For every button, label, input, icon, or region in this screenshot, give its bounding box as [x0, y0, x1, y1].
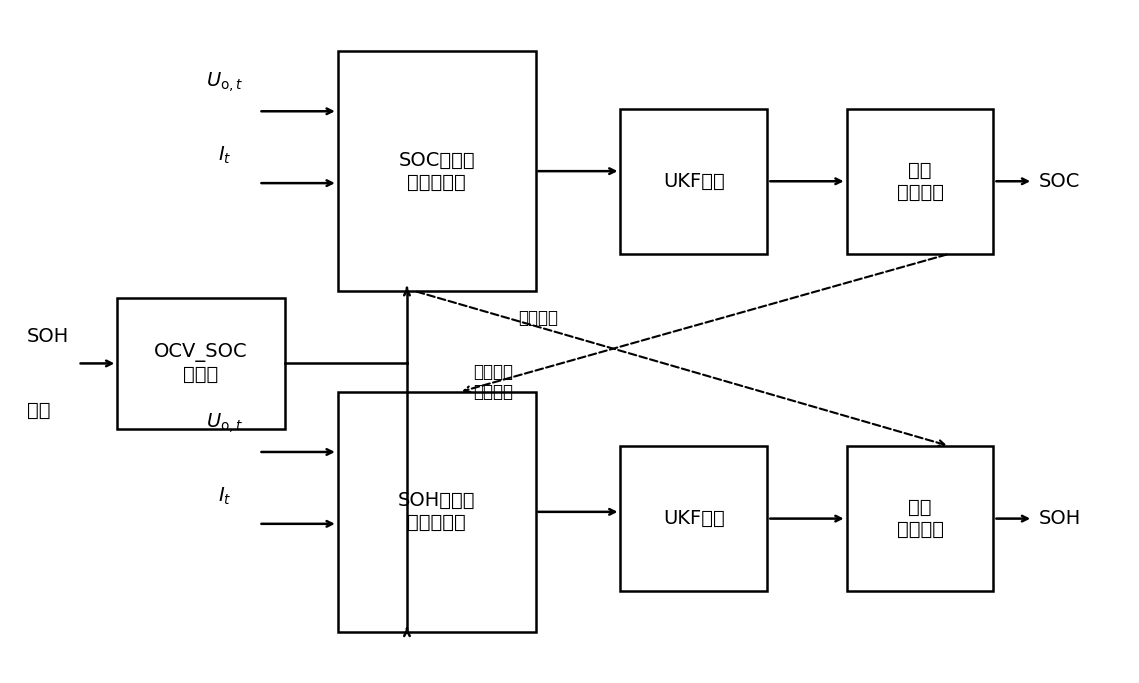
FancyBboxPatch shape [117, 298, 285, 429]
Text: 温度: 温度 [27, 401, 50, 420]
FancyBboxPatch shape [846, 446, 993, 591]
FancyBboxPatch shape [621, 446, 768, 591]
Text: SOC: SOC [1039, 171, 1080, 191]
Text: UKF框架: UKF框架 [663, 509, 724, 528]
Text: 状态
最优估计: 状态 最优估计 [896, 161, 943, 201]
Text: $I_t$: $I_t$ [218, 145, 231, 166]
FancyBboxPatch shape [621, 109, 768, 254]
Text: $U_{\mathrm{o},t}$: $U_{\mathrm{o},t}$ [206, 70, 244, 94]
Text: OCV_SOC
映射表: OCV_SOC 映射表 [154, 343, 247, 384]
FancyBboxPatch shape [337, 51, 535, 291]
FancyBboxPatch shape [337, 392, 535, 632]
Text: $U_{\mathrm{o},t}$: $U_{\mathrm{o},t}$ [206, 411, 244, 435]
Text: SOH: SOH [27, 327, 69, 346]
FancyBboxPatch shape [846, 109, 993, 254]
Text: 欧姆内阻: 欧姆内阻 [518, 309, 558, 327]
Text: SOH状态空
间数学模型: SOH状态空 间数学模型 [398, 491, 475, 532]
Text: 状态
最优估计: 状态 最优估计 [896, 498, 943, 539]
Text: SOH: SOH [1039, 509, 1081, 528]
Text: UKF框架: UKF框架 [663, 171, 724, 191]
Text: $I_t$: $I_t$ [218, 486, 231, 507]
Text: SOC状态空
间数学模型: SOC状态空 间数学模型 [399, 151, 475, 192]
Text: 荷电状态
极化电压: 荷电状态 极化电压 [474, 363, 514, 402]
